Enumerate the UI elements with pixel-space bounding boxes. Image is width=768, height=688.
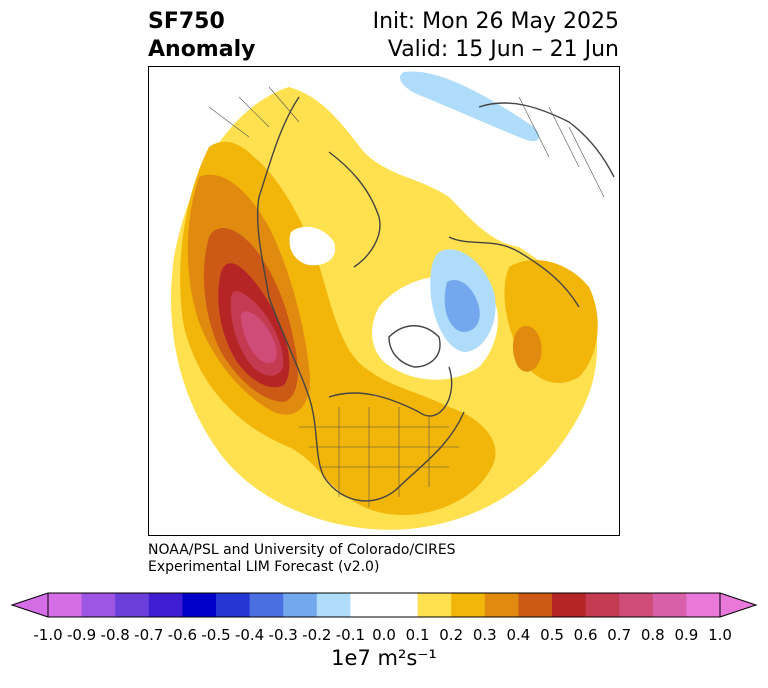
- siberia-gap: [369, 67, 619, 239]
- colorbar-tick-label: 0.3: [472, 626, 497, 644]
- colorbar-tick-label: -0.3: [268, 626, 298, 644]
- colorbar-cell: [484, 593, 519, 617]
- colorbar-tick-label: -0.1: [335, 626, 366, 644]
- colorbar-cell: [417, 593, 452, 617]
- colorbar-cell: [585, 593, 620, 617]
- colorbar-tick-label: 1.0: [708, 626, 732, 644]
- anomaly-region-neg-03: [444, 279, 480, 332]
- anomaly-map: [171, 67, 619, 530]
- colorbar-tick-label: -0.5: [201, 626, 231, 644]
- colorbar-cell: [283, 593, 318, 617]
- variable-title: SF750: [148, 9, 225, 34]
- title-block-left: SF750 Anomaly: [148, 8, 255, 64]
- colorbar-cell: [686, 593, 721, 617]
- colorbar-cell: [350, 593, 385, 617]
- colorbar-tick-label: -1.0: [33, 626, 63, 644]
- anomaly-region-pos-05: [512, 326, 542, 372]
- colorbar-cell: [552, 593, 587, 617]
- colorbar-cell: [216, 593, 251, 617]
- credit-line-2: Experimental LIM Forecast (v2.0): [148, 559, 380, 575]
- colorbar-cell: [48, 593, 83, 617]
- colorbar-cell: [316, 593, 351, 617]
- init-date: Init: Mon 26 May 2025: [372, 9, 619, 34]
- colorbar-units: 1e7 m²s⁻¹: [331, 646, 437, 670]
- colorbar-tick-label: -0.2: [302, 626, 332, 644]
- colorbar-cell: [249, 593, 284, 617]
- hudson-gap: [289, 226, 336, 266]
- colorbar-tick-label: -0.9: [66, 626, 97, 644]
- credit-text: NOAA/PSL and University of Colorado/CIRE…: [148, 542, 456, 576]
- colorbar-cell: [81, 593, 116, 617]
- colorbar-tick-label: 0.6: [573, 626, 598, 644]
- colorbar-tick-label: 0.5: [540, 626, 564, 644]
- valid-range: Valid: 15 Jun – 21 Jun: [387, 37, 619, 62]
- colorbar-cell: [115, 593, 150, 617]
- colorbar-max-extend: [720, 593, 756, 617]
- colorbar-tick-label: -0.6: [167, 626, 198, 644]
- map-panel: [148, 66, 620, 536]
- colorbar-tick-label: 0.2: [439, 626, 464, 644]
- title-block-right: Init: Mon 26 May 2025 Valid: 15 Jun – 21…: [373, 8, 619, 64]
- colorbar-cell: [619, 593, 654, 617]
- colorbar: [10, 592, 758, 618]
- colorbar-cell: [384, 593, 419, 617]
- colorbar-cell: [182, 593, 217, 617]
- colorbar-tick-label: 0.1: [405, 626, 430, 644]
- colorbar-ticks: -1.0 -0.9 -0.8 -0.7 -0.6 -0.5 -0.4 -0.3 -0.2 -0.1…: [0, 626, 768, 646]
- colorbar-tick-label: 0.8: [640, 626, 665, 644]
- colorbar-tick-label: -0.7: [134, 626, 164, 644]
- anomaly-region-neg-01: [399, 71, 540, 142]
- colorbar-tick-label: -0.4: [234, 626, 265, 644]
- colorbar-tick-label: 0.7: [607, 626, 632, 644]
- colorbar-tick-label: 0.4: [506, 626, 531, 644]
- colorbar-cell: [518, 593, 553, 617]
- colorbar-min-extend: [12, 593, 48, 617]
- credit-line-1: NOAA/PSL and University of Colorado/CIRE…: [148, 542, 456, 558]
- anomaly-region-pos-09: [241, 311, 277, 364]
- colorbar-cell: [148, 593, 183, 617]
- political-borders: [208, 86, 605, 507]
- colorbar-tick-label: 0.9: [674, 626, 699, 644]
- colorbar-tick-label: 0.0: [372, 626, 396, 644]
- anomaly-title: Anomaly: [148, 37, 256, 62]
- colorbar-cell: [451, 593, 486, 617]
- colorbar-tick-label: -0.8: [100, 626, 130, 644]
- colorbar-cell: [652, 593, 687, 617]
